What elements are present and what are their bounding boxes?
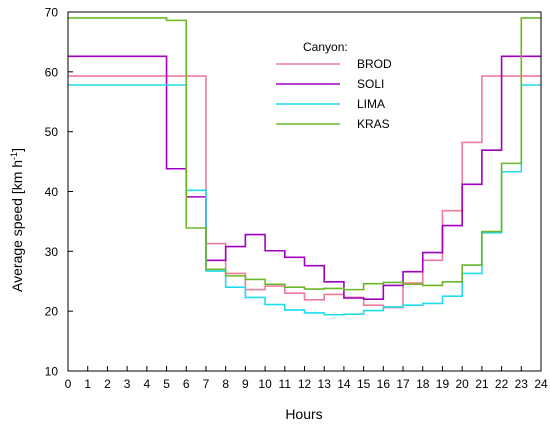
x-tick-label: 11 [279, 377, 292, 391]
y-tick-label: 40 [45, 185, 59, 199]
y-axis-title-superscript: -1 [9, 152, 19, 160]
y-tick-label: 60 [45, 65, 59, 79]
axis-layer: 0 1 2 3 4 5 6 7 8 9 10 11 12 13 14 15 16 17 18 19 20 21 22 23 24… [45, 6, 548, 392]
x-tick-label: 4 [143, 377, 150, 391]
x-tick-label: 2 [104, 377, 111, 391]
series-line-brod [68, 75, 541, 309]
x-tick-label: 13 [318, 377, 332, 391]
x-tick-label: 14 [337, 377, 351, 391]
x-tick-label: 5 [163, 377, 170, 391]
series-line-lima [68, 84, 541, 316]
y-tick-label: 70 [45, 6, 59, 20]
x-tick-label: 22 [495, 377, 509, 391]
x-tick-label: 12 [298, 377, 312, 391]
legend: Canyon: BROD SOLI LIMA KRAS [276, 40, 392, 131]
x-tick-label: 17 [396, 377, 410, 391]
y-axis-title: Average speed [km h-1] [9, 148, 25, 292]
x-tick-label: 16 [377, 377, 391, 391]
series-layer [68, 17, 541, 316]
y-tick-label: 50 [45, 125, 59, 139]
legend-label-brod: BROD [357, 57, 392, 71]
y-axis-title-main: Average speed [km h [9, 160, 25, 292]
x-tick-label: 18 [416, 377, 430, 391]
y-tick-label: 20 [45, 305, 59, 319]
series-line-soli [68, 55, 541, 300]
legend-label-soli: SOLI [357, 77, 384, 91]
x-tick-label: 9 [242, 377, 249, 391]
x-tick-label: 0 [65, 377, 72, 391]
x-tick-label: 6 [183, 377, 190, 391]
x-tick-label: 15 [357, 377, 371, 391]
x-tick-label: 23 [515, 377, 529, 391]
x-tick-label: 8 [222, 377, 229, 391]
legend-title: Canyon: [303, 40, 348, 54]
y-axis-title-end: ] [9, 148, 25, 152]
x-tick-label: 7 [203, 377, 210, 391]
x-tick-label: 3 [124, 377, 131, 391]
x-tick-label: 19 [436, 377, 450, 391]
y-tick-label: 10 [45, 365, 59, 379]
y-tick-label: 30 [45, 245, 59, 259]
x-axis-title: Hours [285, 406, 322, 422]
x-tick-label: 10 [258, 377, 272, 391]
legend-label-kras: KRAS [357, 117, 390, 131]
series-line-kras [68, 17, 541, 291]
x-tick-label: 20 [455, 377, 469, 391]
x-tick-label: 24 [534, 377, 548, 391]
plot-frame [67, 11, 542, 372]
x-tick-label: 21 [475, 377, 489, 391]
legend-label-lima: LIMA [357, 97, 385, 111]
x-tick-label: 1 [84, 377, 91, 391]
